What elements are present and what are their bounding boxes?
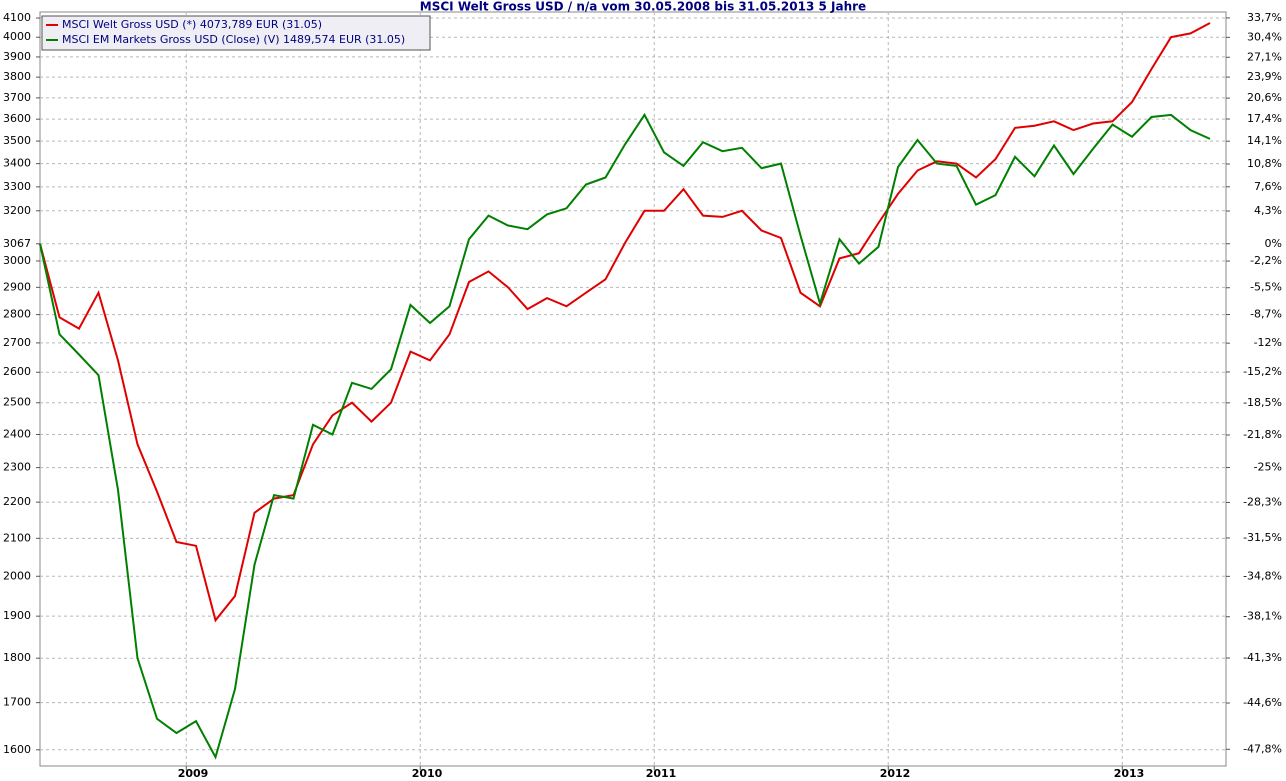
y-tick-label: 3700 bbox=[3, 91, 31, 104]
y-tick-label: 3500 bbox=[3, 134, 31, 147]
series-line bbox=[39, 112, 1211, 760]
y2-tick-label: -15,2% bbox=[1243, 365, 1282, 378]
x-tick-label: 2012 bbox=[880, 767, 911, 780]
legend-label: MSCI Welt Gross USD (*) 4073,789 EUR (31… bbox=[62, 18, 322, 31]
y2-tick-label: 20,6% bbox=[1247, 91, 1282, 104]
y-tick-label: 1600 bbox=[3, 743, 31, 756]
y-tick-label: 1800 bbox=[3, 651, 31, 664]
legend-box bbox=[41, 15, 431, 51]
y2-tick-label: -5,5% bbox=[1250, 281, 1282, 294]
y2-tick-label: -2,2% bbox=[1250, 254, 1282, 267]
y2-tick-label: -44,6% bbox=[1243, 696, 1282, 709]
y-tick-label: 3800 bbox=[3, 70, 31, 83]
y-tick-label: 2800 bbox=[3, 308, 31, 321]
y-tick-label: 3200 bbox=[3, 204, 31, 217]
y2-tick-label: 14,1% bbox=[1247, 134, 1282, 147]
y2-tick-label: -21,8% bbox=[1243, 428, 1282, 441]
y-tick-label: 3067 bbox=[3, 237, 31, 250]
y-tick-label: 4100 bbox=[3, 11, 31, 24]
y2-tick-label: -28,3% bbox=[1243, 495, 1282, 508]
y2-tick-label: 4,3% bbox=[1254, 204, 1282, 217]
y2-tick-label: 0% bbox=[1265, 237, 1282, 250]
y-tick-label: 3400 bbox=[3, 157, 31, 170]
y2-tick-label: 30,4% bbox=[1247, 30, 1282, 43]
y2-tick-label: -41,3% bbox=[1243, 651, 1282, 664]
y-tick-label: 4000 bbox=[3, 30, 31, 43]
y2-tick-label: 10,8% bbox=[1247, 157, 1282, 170]
y-tick-label: 2400 bbox=[3, 427, 31, 440]
y-tick-label: 2600 bbox=[3, 365, 31, 378]
y-tick-label: 3000 bbox=[3, 254, 31, 267]
y2-tick-label: 33,7% bbox=[1247, 11, 1282, 24]
legend-label: MSCI EM Markets Gross USD (Close) (V) 14… bbox=[62, 33, 405, 46]
x-tick-label: 2013 bbox=[1114, 767, 1145, 780]
y-tick-label: 1700 bbox=[3, 696, 31, 709]
legend: MSCI Welt Gross USD (*) 4073,789 EUR (31… bbox=[41, 15, 431, 51]
y2-tick-label: 17,4% bbox=[1247, 112, 1282, 125]
y-tick-label: 3300 bbox=[3, 180, 31, 193]
y-tick-label: 2200 bbox=[3, 495, 31, 508]
y2-tick-label: 27,1% bbox=[1247, 50, 1282, 63]
y-tick-label: 2900 bbox=[3, 280, 31, 293]
y-tick-label: 2000 bbox=[3, 569, 31, 582]
y2-tick-label: -18,5% bbox=[1243, 396, 1282, 409]
y-tick-label: 2300 bbox=[3, 461, 31, 474]
y2-tick-label: -38,1% bbox=[1243, 610, 1282, 623]
y-tick-label: 2700 bbox=[3, 336, 31, 349]
y-tick-label: 2500 bbox=[3, 396, 31, 409]
plot-area bbox=[39, 11, 1227, 767]
y2-tick-label: -12% bbox=[1254, 336, 1282, 349]
x-tick-label: 2011 bbox=[646, 767, 677, 780]
y2-tick-label: 23,9% bbox=[1247, 70, 1282, 83]
x-tick-label: 2010 bbox=[412, 767, 443, 780]
chart-title: MSCI Welt Gross USD / n/a vom 30.05.2008… bbox=[420, 0, 866, 14]
y2-tick-label: -25% bbox=[1254, 460, 1282, 473]
series-line bbox=[39, 22, 1211, 623]
y2-tick-label: -34,8% bbox=[1243, 569, 1282, 582]
y2-tick-label: 7,6% bbox=[1254, 180, 1282, 193]
y2-tick-label: -8,7% bbox=[1250, 308, 1282, 321]
y-tick-label: 2100 bbox=[3, 531, 31, 544]
y2-tick-label: -31,5% bbox=[1243, 531, 1282, 544]
y-tick-label: 3900 bbox=[3, 50, 31, 63]
y-tick-label: 3600 bbox=[3, 112, 31, 125]
x-tick-label: 2009 bbox=[178, 767, 209, 780]
y2-tick-label: -47,8% bbox=[1243, 742, 1282, 755]
y-tick-label: 1900 bbox=[3, 609, 31, 622]
